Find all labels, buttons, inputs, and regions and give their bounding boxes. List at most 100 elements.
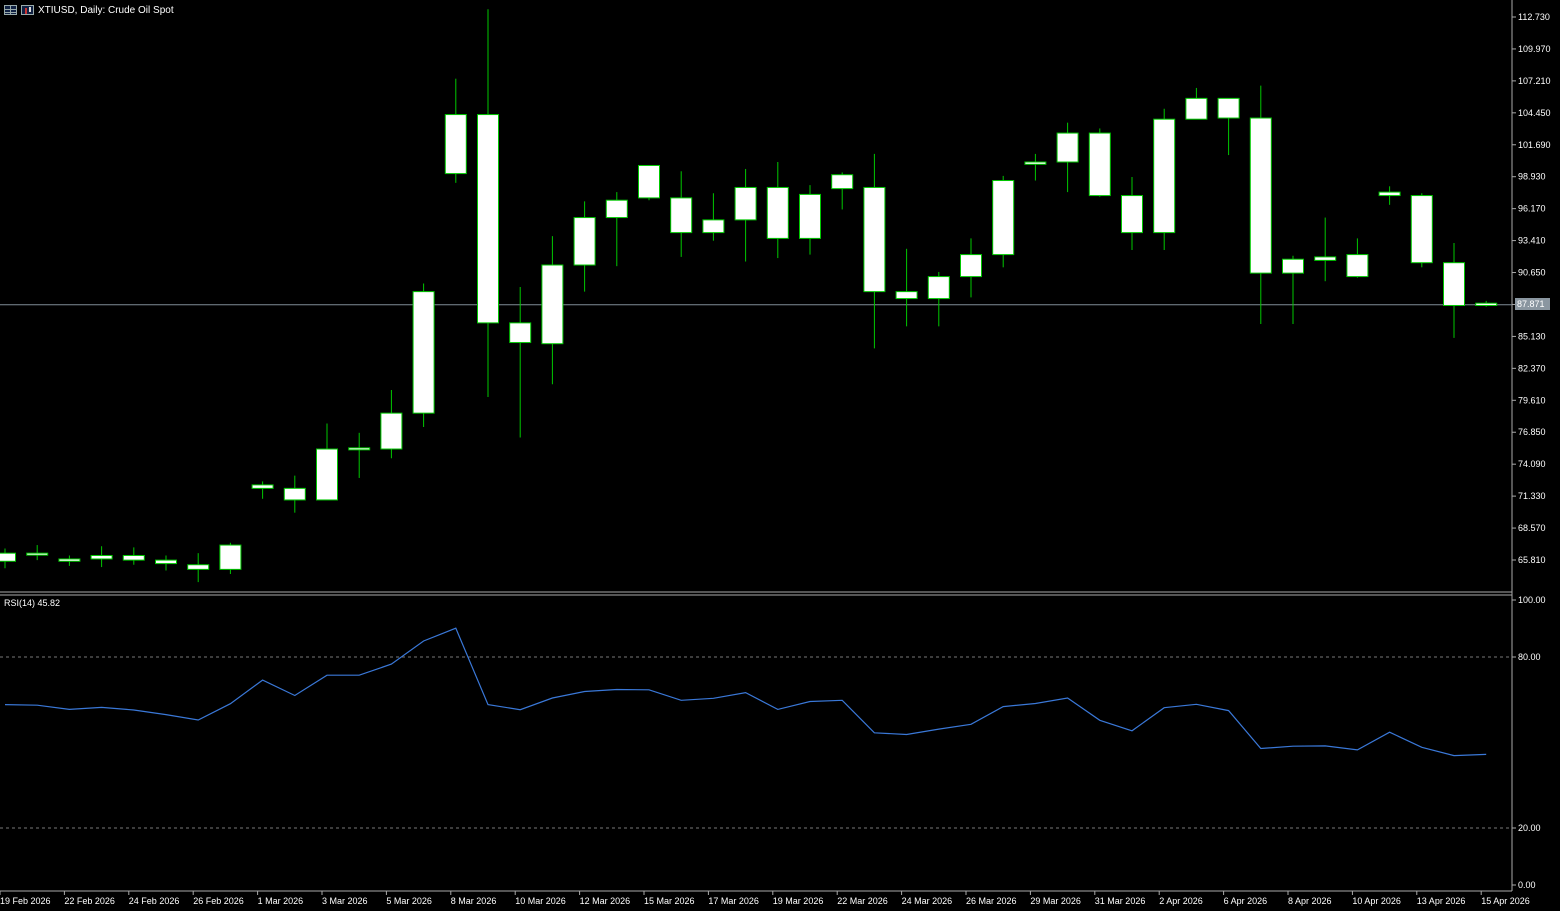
candle <box>1314 217 1337 282</box>
candle-body <box>1378 191 1401 197</box>
x-tick-label: 31 Mar 2026 <box>1095 896 1146 906</box>
candle <box>992 175 1015 268</box>
candle-body <box>1024 161 1047 165</box>
x-tick-label: 3 Mar 2026 <box>322 896 368 906</box>
rsi-indicator <box>0 627 1512 829</box>
y-tick-label: 71.330 <box>1518 491 1546 501</box>
candle <box>1443 243 1465 338</box>
y-tick-label: 68.570 <box>1518 523 1546 533</box>
candle-body <box>799 193 821 239</box>
candle-body <box>477 114 499 324</box>
candle <box>1410 193 1433 268</box>
candle <box>734 168 757 262</box>
candle-body <box>26 552 49 556</box>
rsi-line <box>4 627 1487 757</box>
candle <box>122 547 145 565</box>
y-tick-label: 107.210 <box>1518 76 1551 86</box>
candle-body <box>927 276 950 300</box>
candle <box>831 172 854 210</box>
candle <box>316 423 338 501</box>
x-tick-label: 10 Apr 2026 <box>1352 896 1401 906</box>
candle <box>670 171 693 257</box>
candle-body <box>1088 132 1111 197</box>
candle-body <box>1410 195 1433 264</box>
candle <box>1121 177 1143 250</box>
candle <box>1282 255 1304 325</box>
x-tick-label: 1 Mar 2026 <box>258 896 304 906</box>
x-tick-label: 15 Mar 2026 <box>644 896 695 906</box>
rsi-y-tick-label: 80.00 <box>1518 652 1541 662</box>
candle <box>766 162 789 259</box>
candle-body <box>863 186 886 293</box>
rsi-y-tick-label: 20.00 <box>1518 823 1541 833</box>
y-tick-label: 104.450 <box>1518 108 1551 118</box>
candle <box>219 542 242 575</box>
candle-body <box>670 197 693 234</box>
candle-body <box>380 412 403 450</box>
candle <box>1056 122 1079 193</box>
candle <box>1475 300 1498 307</box>
candle <box>444 78 467 183</box>
candle-body <box>348 447 371 451</box>
x-tick-label: 26 Mar 2026 <box>966 896 1017 906</box>
candle-body <box>638 164 660 199</box>
y-tick-label: 109.970 <box>1518 44 1551 54</box>
x-tick-label: 6 Apr 2026 <box>1224 896 1268 906</box>
x-tick-label: 29 Mar 2026 <box>1030 896 1081 906</box>
candle-body <box>1475 302 1498 307</box>
y-tick-label: 82.370 <box>1518 363 1546 373</box>
candle <box>573 201 596 292</box>
y-tick-label: 112.730 <box>1518 12 1550 22</box>
candle <box>251 481 274 499</box>
candle-body <box>0 552 16 562</box>
y-tick-label: 76.850 <box>1518 427 1546 437</box>
candle <box>0 548 16 569</box>
candle <box>348 432 371 478</box>
candlesticks <box>0 9 1498 583</box>
grid-icon[interactable] <box>4 5 17 15</box>
candle <box>605 192 628 267</box>
candle-body <box>573 217 596 266</box>
candle <box>155 555 177 571</box>
y-tick-label: 101.690 <box>1518 140 1551 150</box>
candle <box>895 248 918 327</box>
candle-body <box>541 264 564 345</box>
x-tick-label: 26 Feb 2026 <box>193 896 244 906</box>
x-tick-label: 24 Mar 2026 <box>902 896 953 906</box>
candle-body <box>605 199 628 219</box>
candle-body <box>509 322 532 344</box>
candle <box>1185 87 1208 120</box>
x-tick-label: 24 Feb 2026 <box>129 896 180 906</box>
rsi-y-tick-label: 0.00 <box>1518 880 1536 890</box>
candle <box>1088 128 1111 197</box>
candle-body <box>1249 117 1272 274</box>
x-tick-label: 19 Feb 2026 <box>0 896 51 906</box>
candle-body <box>90 554 113 560</box>
candle-body <box>155 559 177 565</box>
price-axis: 112.730 109.970 107.210 104.450 101.690 98.93… <box>1512 12 1551 890</box>
candle-body <box>412 291 435 414</box>
candle <box>702 193 725 241</box>
candle-body <box>283 487 306 501</box>
candle <box>509 286 532 438</box>
candle <box>863 153 886 349</box>
candle-body <box>734 186 757 221</box>
candle-body <box>1443 262 1465 307</box>
candle-body <box>219 544 242 570</box>
candle-body <box>251 484 274 489</box>
candle <box>960 238 982 298</box>
bar-chart-icon[interactable] <box>21 5 34 15</box>
x-tick-label: 8 Apr 2026 <box>1288 896 1332 906</box>
current-price-tag: 87.871 <box>1515 298 1550 310</box>
candle-body <box>1185 97 1208 120</box>
y-tick-label: 85.130 <box>1518 331 1546 341</box>
candle <box>1346 238 1369 278</box>
y-tick-label: 98.930 <box>1518 172 1546 182</box>
x-tick-label: 15 Apr 2026 <box>1481 896 1530 906</box>
candle-body <box>1314 256 1337 261</box>
candle-body <box>1217 97 1240 119</box>
candle-body <box>1282 258 1304 274</box>
y-tick-label: 74.090 <box>1518 459 1546 469</box>
x-tick-label: 22 Mar 2026 <box>837 896 888 906</box>
